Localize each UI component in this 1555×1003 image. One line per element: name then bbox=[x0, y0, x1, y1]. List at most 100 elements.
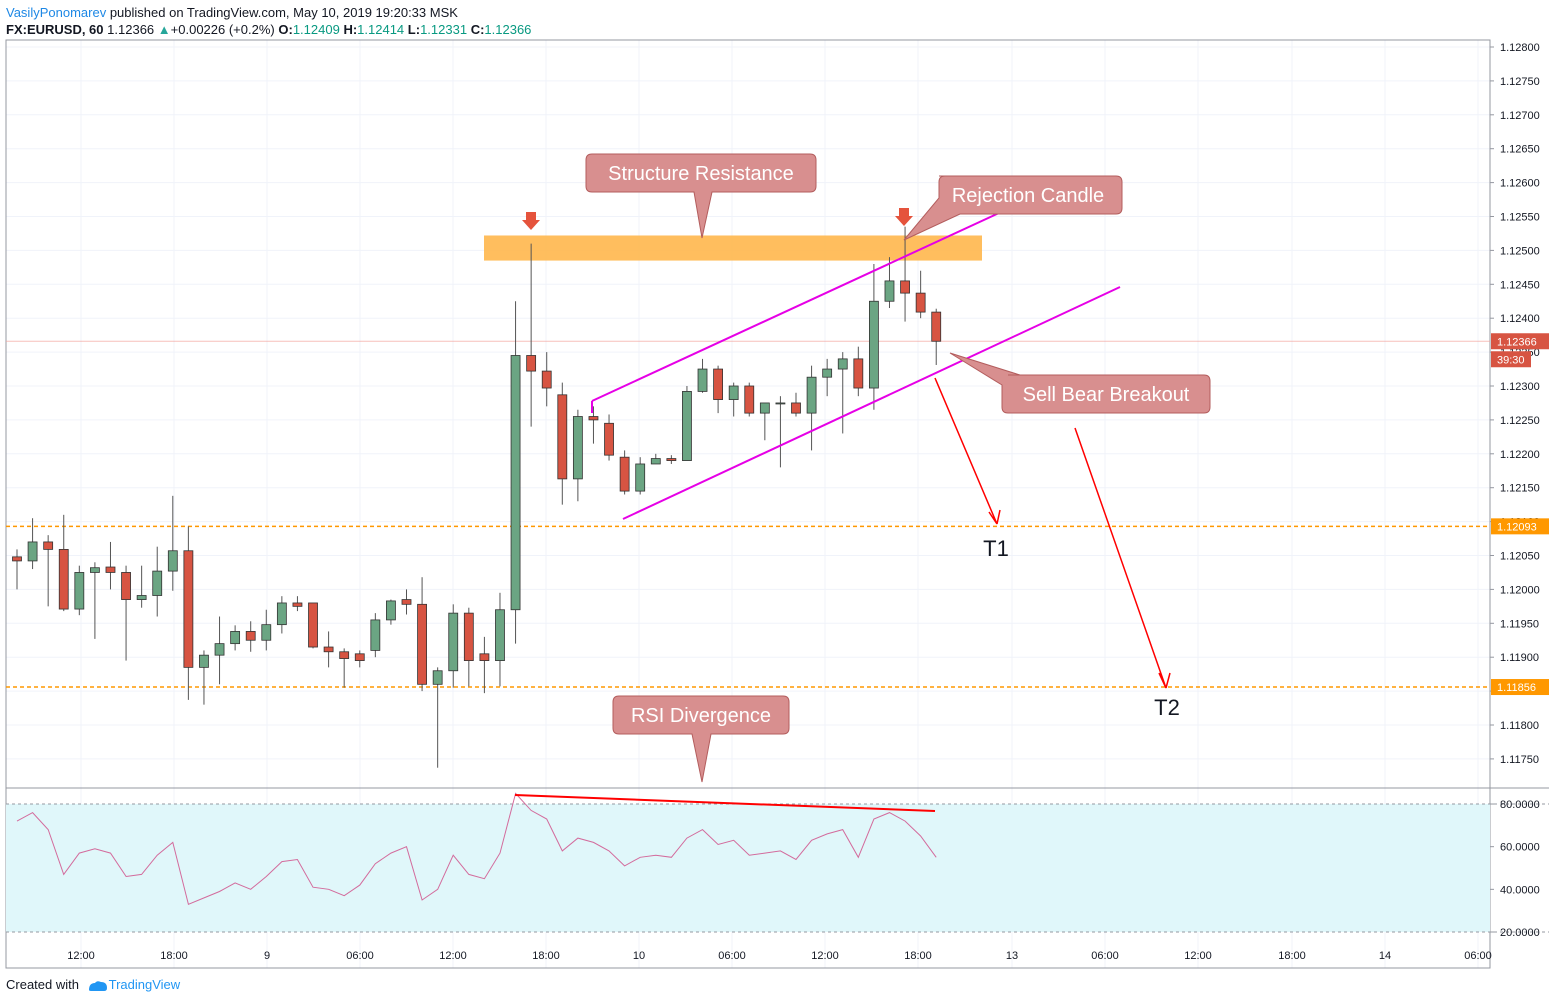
callout-text: Structure Resistance bbox=[608, 163, 794, 185]
candle[interactable] bbox=[572, 409, 583, 502]
candle[interactable] bbox=[292, 596, 303, 612]
candle[interactable] bbox=[775, 396, 786, 468]
price-tick-label: 1.12250 bbox=[1500, 415, 1540, 427]
candle[interactable] bbox=[604, 414, 614, 461]
candle[interactable] bbox=[339, 648, 350, 688]
candle[interactable] bbox=[650, 453, 661, 465]
rsi-axis[interactable]: 80.0000 60.0000 40.0000 20.0000 bbox=[1490, 799, 1540, 939]
candle-body bbox=[105, 566, 116, 573]
candle[interactable] bbox=[432, 667, 443, 768]
candle[interactable] bbox=[370, 613, 381, 658]
candle[interactable] bbox=[791, 392, 801, 417]
candle[interactable] bbox=[713, 365, 723, 414]
callout-sell-bear-breakout[interactable]: Sell Bear Breakout bbox=[949, 352, 1211, 414]
candle[interactable] bbox=[230, 625, 241, 651]
candle[interactable] bbox=[90, 562, 100, 639]
candle[interactable] bbox=[74, 565, 85, 616]
candle[interactable] bbox=[557, 382, 568, 505]
candle[interactable] bbox=[682, 386, 692, 461]
resistance-zone[interactable] bbox=[484, 235, 982, 261]
symbol-label[interactable]: FX:EURUSD, 60 bbox=[6, 22, 104, 37]
candle[interactable] bbox=[837, 352, 848, 434]
candle[interactable] bbox=[619, 450, 630, 495]
candle[interactable] bbox=[510, 301, 521, 644]
candle[interactable] bbox=[526, 243, 537, 427]
candle[interactable] bbox=[183, 526, 194, 700]
candle[interactable] bbox=[744, 382, 755, 417]
low-label: L: bbox=[407, 22, 421, 37]
candle[interactable] bbox=[276, 596, 287, 634]
callout-rejection-candle[interactable]: Rejection Candle bbox=[903, 175, 1123, 241]
candle[interactable] bbox=[495, 592, 505, 687]
candle[interactable] bbox=[27, 518, 38, 570]
candle[interactable] bbox=[541, 352, 552, 407]
time-axis[interactable]: 12:00 18:00 9 06:00 12:00 18:00 10 06:00 12:00 18… bbox=[67, 950, 1492, 962]
time-tick-label: 18:00 bbox=[904, 950, 932, 962]
candle[interactable] bbox=[759, 402, 770, 441]
candle[interactable] bbox=[900, 226, 910, 322]
author-link[interactable]: VasilyPonomarev bbox=[6, 5, 107, 20]
candle-body bbox=[43, 541, 54, 550]
candle-body bbox=[448, 612, 459, 672]
price-axis[interactable]: 1.12800 1.12750 1.12700 1.12650 1.12600 1.125… bbox=[1490, 42, 1540, 766]
candle[interactable] bbox=[666, 455, 677, 464]
down-arrow-icon bbox=[522, 212, 540, 230]
candle[interactable] bbox=[697, 358, 708, 393]
candle[interactable] bbox=[323, 631, 334, 668]
candle[interactable] bbox=[869, 263, 879, 410]
candle[interactable] bbox=[199, 650, 209, 705]
candle[interactable] bbox=[853, 346, 864, 397]
candle-body bbox=[354, 653, 365, 661]
time-tick-label: 12:00 bbox=[439, 950, 467, 962]
footer: Created with TradingView bbox=[6, 977, 180, 993]
candle[interactable] bbox=[915, 270, 926, 319]
candle[interactable] bbox=[635, 457, 646, 495]
tradingview-logo-icon[interactable] bbox=[87, 979, 109, 993]
candle[interactable] bbox=[136, 565, 147, 608]
target-arrow-t2[interactable] bbox=[1074, 427, 1171, 689]
target-arrows[interactable] bbox=[934, 377, 1171, 689]
candle[interactable] bbox=[58, 514, 69, 612]
price-label-text: 1.11856 bbox=[1497, 682, 1536, 694]
candle[interactable] bbox=[261, 609, 272, 651]
candle-body bbox=[931, 311, 942, 342]
time-tick-label: 10 bbox=[633, 950, 645, 962]
candle[interactable] bbox=[167, 495, 178, 591]
candle[interactable] bbox=[728, 382, 739, 417]
candle[interactable] bbox=[588, 406, 599, 444]
callout-box bbox=[585, 153, 817, 239]
candle[interactable] bbox=[479, 636, 490, 694]
tradingview-brand[interactable]: TradingView bbox=[108, 977, 181, 992]
candle[interactable] bbox=[12, 549, 22, 590]
candle[interactable] bbox=[386, 599, 396, 625]
candle[interactable] bbox=[884, 257, 895, 309]
candle[interactable] bbox=[822, 358, 833, 397]
candle[interactable] bbox=[806, 365, 817, 451]
candle[interactable] bbox=[214, 616, 225, 685]
candle[interactable] bbox=[43, 535, 54, 607]
candle[interactable] bbox=[354, 650, 365, 668]
candle[interactable] bbox=[105, 541, 116, 590]
time-tick-label: 13 bbox=[1006, 950, 1018, 962]
callout-structure-resistance[interactable]: Structure Resistance bbox=[585, 153, 817, 239]
rsi-divergence-line[interactable] bbox=[514, 794, 936, 812]
candle-body bbox=[136, 595, 147, 600]
candle[interactable] bbox=[308, 602, 318, 649]
time-tick-label: 18:00 bbox=[532, 950, 560, 962]
callout-box bbox=[612, 695, 790, 783]
target-arrow-t1[interactable] bbox=[934, 377, 1001, 525]
price-tick-label: 1.12200 bbox=[1500, 449, 1540, 461]
candle[interactable] bbox=[245, 621, 256, 652]
candle[interactable] bbox=[121, 565, 131, 661]
candle[interactable] bbox=[931, 308, 942, 365]
candle[interactable] bbox=[448, 604, 459, 688]
candle[interactable] bbox=[417, 577, 427, 692]
callout-rsi-divergence[interactable]: RSI Divergence bbox=[612, 695, 790, 783]
price-channel[interactable] bbox=[591, 206, 1121, 520]
candle[interactable] bbox=[401, 589, 412, 615]
channel-lower-line[interactable] bbox=[622, 286, 1121, 520]
channel-upper-line[interactable] bbox=[591, 206, 1013, 402]
candle[interactable] bbox=[463, 607, 474, 687]
candle[interactable] bbox=[152, 546, 163, 617]
